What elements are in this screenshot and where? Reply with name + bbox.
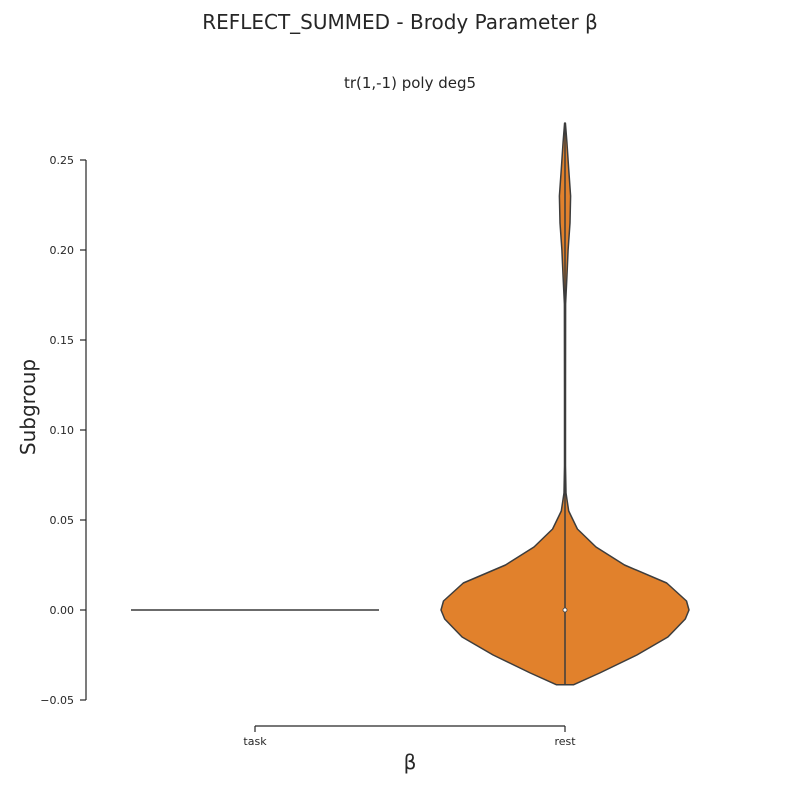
y-tick-label: 0.00	[50, 604, 75, 617]
violins	[131, 122, 690, 686]
x-axis: task rest	[243, 725, 576, 748]
y-axis: 0.25 0.20 0.15 0.10 0.05 0.00 −0.05	[40, 154, 87, 707]
x-axis-label: β	[404, 750, 417, 774]
y-tick-label: 0.15	[50, 334, 75, 347]
y-tick-label: −0.05	[40, 694, 74, 707]
violin-median-point	[562, 607, 568, 613]
y-tick-label: 0.10	[50, 424, 75, 437]
x-tick-label: rest	[554, 735, 576, 748]
y-tick-label: 0.05	[50, 514, 75, 527]
y-tick-label: 0.20	[50, 244, 75, 257]
figure-suptitle: REFLECT_SUMMED - Brody Parameter β	[202, 10, 598, 34]
x-tick-label: task	[243, 735, 267, 748]
y-axis-label: Subgroup	[16, 359, 40, 455]
y-tick-label: 0.25	[50, 154, 75, 167]
chart-title: tr(1,-1) poly deg5	[343, 74, 477, 92]
